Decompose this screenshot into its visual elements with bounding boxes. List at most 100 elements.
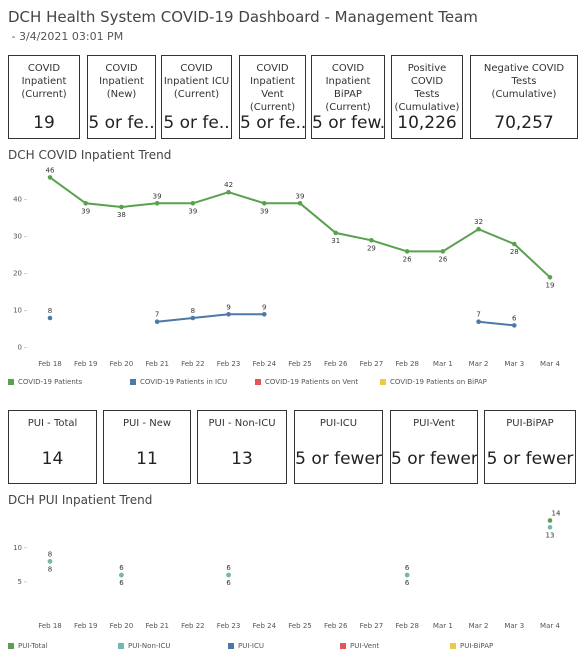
kpi-card: COVID Inpatient (Current) 19 [8, 55, 80, 139]
point [47, 315, 53, 321]
point [547, 275, 553, 280]
kpi-value: 11 [136, 449, 158, 469]
point [440, 249, 446, 254]
x-tick-label: Feb 27 [360, 360, 384, 368]
data-label: 39 [81, 207, 90, 215]
legend-label: COVID-19 Patients [18, 378, 83, 386]
data-label: 9 [226, 303, 230, 311]
kpi-value: 5 or fewer [486, 449, 574, 469]
data-label: 8 [48, 565, 52, 573]
kpi-label: Positive COVID Tests (Cumulative) [394, 63, 460, 113]
data-label: 39 [188, 207, 197, 215]
point [226, 189, 231, 195]
chart: 5 10 Feb 18 Feb 19 Feb 20 Feb 21 Feb 22 Feb 23 F… [8, 509, 561, 650]
point [83, 201, 89, 206]
legend-swatch [8, 643, 14, 649]
legend-label: COVID-19 Patients in ICU [140, 378, 227, 386]
x-tick-label: Mar 3 [504, 360, 524, 368]
data-label: 13 [546, 531, 555, 539]
point [154, 201, 160, 206]
data-label: 6 [119, 579, 124, 587]
legend-swatch [255, 379, 261, 385]
x-tick-label: Feb 26 [324, 622, 348, 630]
y-tick-label: 0 [18, 344, 22, 352]
point [119, 204, 124, 210]
kpi-label: COVID Inpatient (New) [99, 63, 144, 100]
kpi-card: COVID Inpatient ICU (Current) 5 or fe.. [161, 55, 232, 139]
legend-swatch [380, 379, 386, 385]
point [297, 201, 303, 206]
x-tick-label: Feb 28 [395, 360, 419, 368]
data-label: 38 [117, 211, 126, 219]
point [333, 230, 339, 236]
x-tick-label: Mar 1 [433, 360, 453, 368]
x-tick-label: Feb 19 [74, 622, 98, 630]
point [190, 315, 196, 321]
kpi-label: Negative COVID Tests (Cumulative) [483, 63, 565, 100]
data-label: 46 [46, 166, 55, 174]
kpi-card: PUI-BiPAP 5 or fewer [484, 410, 576, 484]
point [476, 226, 481, 232]
title: DCH Health System COVID-19 Dashboard - M… [8, 8, 478, 26]
kpi-value: 5 or fe.. [240, 113, 305, 133]
chart-title: DCH PUI Inpatient Trend [8, 493, 153, 507]
kpi-value: 70,257 [494, 113, 554, 133]
point [404, 249, 410, 254]
point [190, 201, 196, 206]
x-tick-label: Feb 22 [181, 360, 205, 368]
x-tick-label: Feb 18 [38, 360, 62, 368]
x-tick-label: Feb 28 [395, 622, 419, 630]
data-label: 9 [262, 303, 266, 311]
kpi-value: 5 or fewer [295, 449, 382, 469]
y-tick-label: 40 [13, 196, 22, 204]
data-label: 6 [405, 579, 410, 587]
kpi-value: 14 [41, 449, 64, 469]
kpi-label: PUI - Total [27, 418, 78, 429]
legend-swatch [450, 643, 456, 649]
x-tick-label: Feb 18 [38, 622, 62, 630]
data-label: 6 [119, 564, 124, 572]
kpi-value: 13 [231, 449, 253, 469]
kpi-card: Negative COVID Tests (Cumulative) 70,257 [470, 55, 578, 139]
kpi-label: PUI-ICU [319, 418, 358, 429]
kpi-label: PUI-BiPAP [506, 418, 554, 429]
point [547, 518, 553, 523]
kpi-value: 10,226 [397, 113, 457, 133]
data-label: 6 [226, 564, 231, 572]
legend-label: PUI-ICU [238, 642, 264, 650]
point [47, 559, 53, 564]
kpi-card: Positive COVID Tests (Cumulative) 10,226 [391, 55, 463, 139]
data-label: 39 [296, 192, 305, 200]
x-tick-label: Feb 20 [110, 622, 134, 630]
data-label: 7 [155, 311, 159, 319]
kpi-value: 5 or fe.. [163, 113, 230, 133]
data-label: 42 [224, 181, 233, 189]
chart: 0 10 20 30 40 Feb 18 Feb 19 Feb 20 Feb 21 Feb 22 F… [8, 166, 560, 386]
series-line [157, 313, 515, 327]
x-tick-label: Feb 24 [253, 360, 277, 368]
point [154, 319, 160, 324]
data-label: 7 [476, 311, 480, 319]
data-label: 19 [546, 281, 555, 289]
legend-label: PUI-Total [18, 642, 48, 650]
kpi-label: PUI-Vent [413, 418, 455, 429]
point [261, 312, 267, 317]
x-tick-label: Feb 25 [288, 622, 312, 630]
kpi-card: PUI-ICU 5 or fewer [294, 410, 383, 484]
subtitle: - 3/4/2021 03:01 PM [8, 30, 124, 43]
point [547, 524, 553, 530]
legend-label: COVID-19 Patients on BiPAP [390, 378, 487, 386]
data-label: 32 [474, 218, 483, 226]
data-label: 31 [331, 237, 340, 245]
x-tick-label: Mar 4 [540, 622, 560, 630]
point [226, 312, 231, 317]
point [119, 572, 124, 578]
data-label: 39 [153, 192, 162, 200]
y-tick-label: 10 [13, 544, 22, 552]
legend-swatch [130, 379, 136, 385]
point [476, 319, 481, 324]
point [511, 323, 517, 328]
kpi-card: PUI-Vent 5 or fewer [390, 410, 478, 484]
kpi-label: COVID Inpatient Vent (Current) [249, 63, 296, 113]
